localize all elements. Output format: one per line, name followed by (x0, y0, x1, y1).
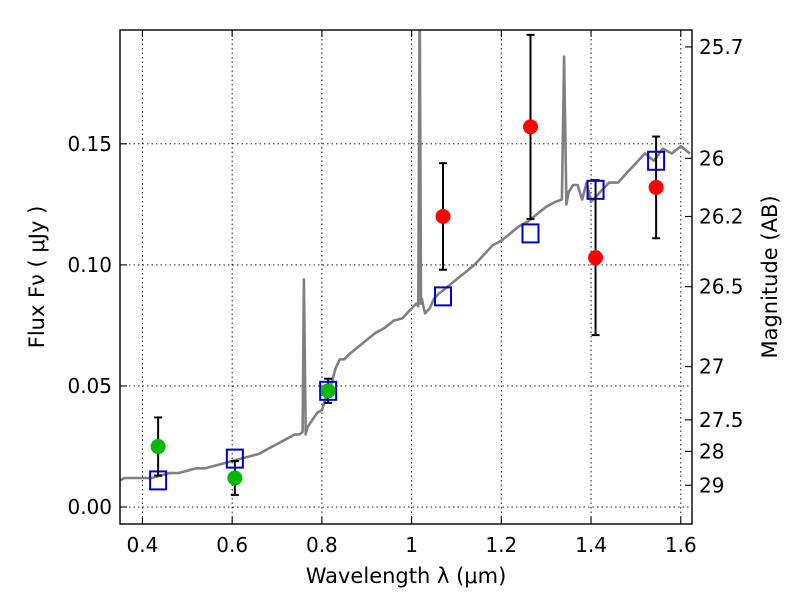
y-tick-label: 0.05 (67, 374, 112, 398)
model-photometry-point (225, 448, 244, 469)
model-photometry-point (647, 150, 666, 171)
y-tick-label: 0.10 (67, 253, 112, 277)
x-tick-label: 1 (405, 533, 418, 557)
detection-point (227, 470, 243, 486)
right-axis-label: Magnitude (AB) (758, 195, 782, 358)
marker-layer (149, 119, 666, 491)
model-photometry-point (319, 380, 338, 401)
right-tick-label: 28 (699, 439, 724, 463)
y-tick-label: 0.00 (67, 495, 112, 519)
x-axis-label: Wavelength λ (μm) (306, 564, 507, 588)
x-tick-label: 0.4 (127, 533, 159, 557)
right-tick-label: 27.5 (699, 408, 744, 432)
plot-frame (119, 29, 693, 525)
model-photometry-point (149, 470, 168, 491)
right-tick-label: 26.2 (699, 204, 744, 228)
model-spectrum-line (120, 30, 691, 482)
right-tick-label: 29 (699, 473, 724, 497)
right-tick-label: 26 (699, 146, 724, 170)
detection-point (320, 383, 336, 399)
x-tick-label: 0.8 (306, 533, 338, 557)
y-tick-label: 0.15 (67, 132, 112, 156)
detection-point (588, 250, 604, 266)
detection-point (648, 179, 664, 195)
right-tick-label: 27 (699, 355, 724, 379)
grid (120, 30, 692, 524)
spectrum-layer (120, 30, 691, 482)
errorbar-layer (154, 33, 661, 496)
right-tick-label: 25.7 (699, 35, 744, 59)
model-photometry-point (586, 179, 605, 200)
y-axis-label: Flux Fν ( μJy ) (25, 206, 49, 349)
tick-layer: 0.4 0.6 0.8 1 1.2 1.4 1.6 0.00 0.05 0.10 0.15 25.7 2… (67, 30, 744, 557)
detection-point (435, 208, 451, 224)
model-photometry-point (434, 286, 453, 307)
x-tick-label: 0.6 (216, 533, 248, 557)
x-tick-label: 1.2 (485, 533, 517, 557)
model-photometry-point (521, 223, 540, 244)
right-tick-label: 26.5 (699, 275, 744, 299)
x-tick-label: 1.6 (665, 533, 697, 557)
x-tick-label: 1.4 (575, 533, 607, 557)
detection-point (150, 439, 166, 455)
detection-point (522, 119, 538, 135)
